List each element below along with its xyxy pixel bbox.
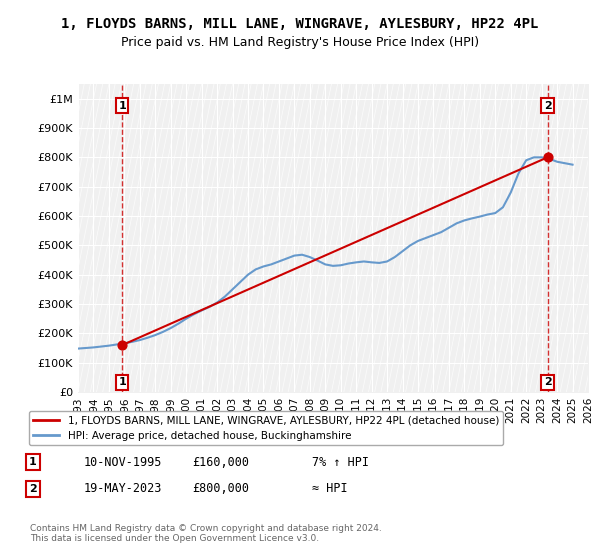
Text: 10-NOV-1995: 10-NOV-1995 [84, 455, 163, 469]
Point [543, 153, 553, 162]
Text: Contains HM Land Registry data © Crown copyright and database right 2024.
This d: Contains HM Land Registry data © Crown c… [30, 524, 382, 543]
Text: 19-MAY-2023: 19-MAY-2023 [84, 482, 163, 496]
Text: 1: 1 [118, 101, 126, 110]
Text: Price paid vs. HM Land Registry's House Price Index (HPI): Price paid vs. HM Land Registry's House … [121, 36, 479, 49]
Text: 2: 2 [544, 377, 551, 388]
Legend: 1, FLOYDS BARNS, MILL LANE, WINGRAVE, AYLESBURY, HP22 4PL (detached house), HPI:: 1, FLOYDS BARNS, MILL LANE, WINGRAVE, AY… [29, 411, 503, 445]
Text: £160,000: £160,000 [192, 455, 249, 469]
Text: 7% ↑ HPI: 7% ↑ HPI [312, 455, 369, 469]
Text: 1: 1 [118, 377, 126, 388]
Text: 1: 1 [29, 457, 37, 467]
Text: £800,000: £800,000 [192, 482, 249, 496]
Text: 2: 2 [544, 101, 551, 110]
Point [118, 340, 127, 349]
Text: 2: 2 [29, 484, 37, 494]
Text: 1, FLOYDS BARNS, MILL LANE, WINGRAVE, AYLESBURY, HP22 4PL: 1, FLOYDS BARNS, MILL LANE, WINGRAVE, AY… [61, 17, 539, 31]
Text: ≈ HPI: ≈ HPI [312, 482, 347, 496]
